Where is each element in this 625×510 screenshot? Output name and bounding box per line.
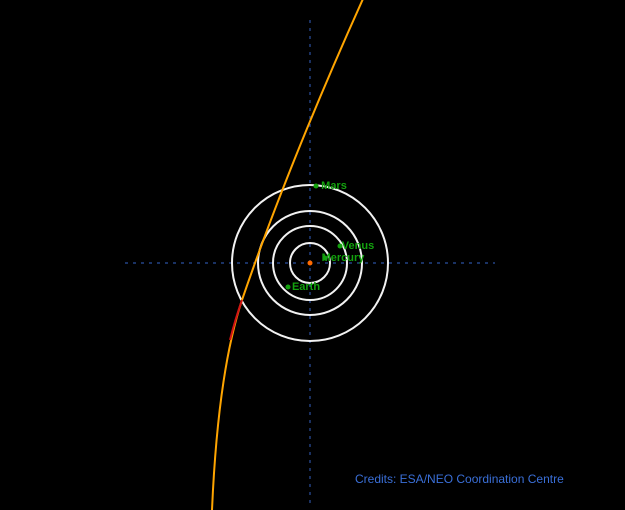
earth-dot bbox=[286, 285, 291, 290]
trajectory-red-segment bbox=[230, 300, 242, 340]
mars-dot bbox=[314, 184, 319, 189]
mercury-label: Mercury bbox=[322, 252, 365, 264]
sun-icon bbox=[308, 261, 313, 266]
svg-canvas bbox=[0, 0, 625, 510]
mars-label: Mars bbox=[321, 180, 347, 192]
credits-text: Credits: ESA/NEO Coordination Centre bbox=[355, 472, 564, 486]
venus-label: Venus bbox=[342, 240, 374, 252]
earth-label: Earth bbox=[292, 281, 320, 293]
orbit-diagram: MercuryVenus Earth Mars Credits: ESA/NEO C… bbox=[0, 0, 625, 510]
